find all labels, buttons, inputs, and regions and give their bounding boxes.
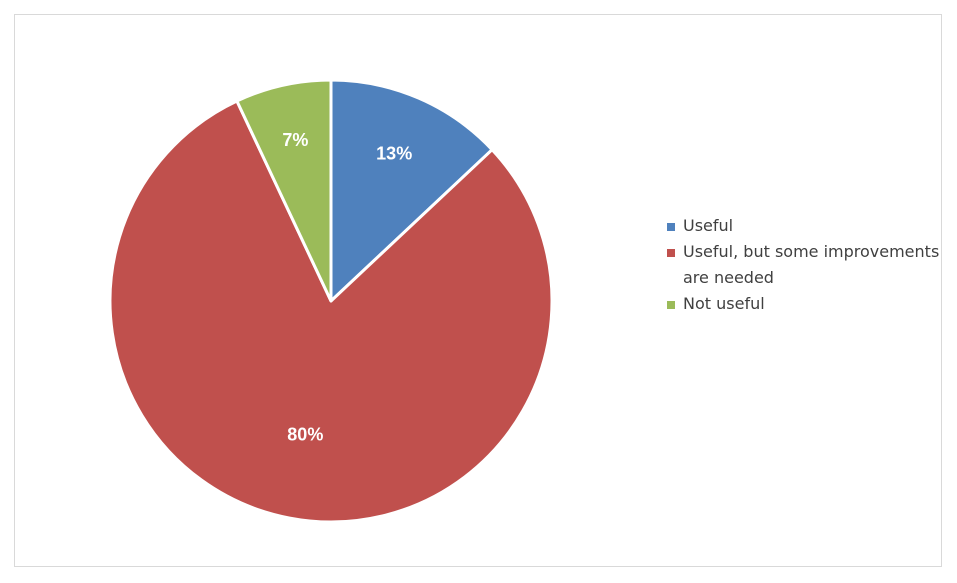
data-label-useful: 13% [376, 144, 412, 164]
legend-label-useful: Useful [683, 216, 734, 235]
pie-slice-useful-improvements [108, 99, 554, 524]
legend-swatch-useful [667, 223, 675, 231]
legend-item-not-useful: Not useful [667, 291, 957, 317]
pie-slice-not-useful [235, 78, 333, 303]
pie-slice-useful [329, 78, 494, 303]
data-label-not-useful: 7% [282, 130, 308, 150]
legend-label-not-useful: Not useful [683, 294, 765, 313]
chart-legend: Useful Useful, but some improvements are… [667, 213, 957, 317]
legend-item-useful-improvements: Useful, but some improvements are needed [667, 239, 957, 291]
chart-area: 13% 80% 7% Useful Useful, but some improve… [14, 14, 942, 567]
legend-item-useful: Useful [667, 213, 957, 239]
legend-label-useful-improvements: Useful, but some improvements are needed [683, 242, 940, 287]
pie-chart: 13% 80% 7% [108, 78, 554, 524]
legend-swatch-useful-improvements [667, 249, 675, 257]
data-label-useful-improvements: 80% [287, 424, 323, 444]
legend-swatch-not-useful [667, 301, 675, 309]
